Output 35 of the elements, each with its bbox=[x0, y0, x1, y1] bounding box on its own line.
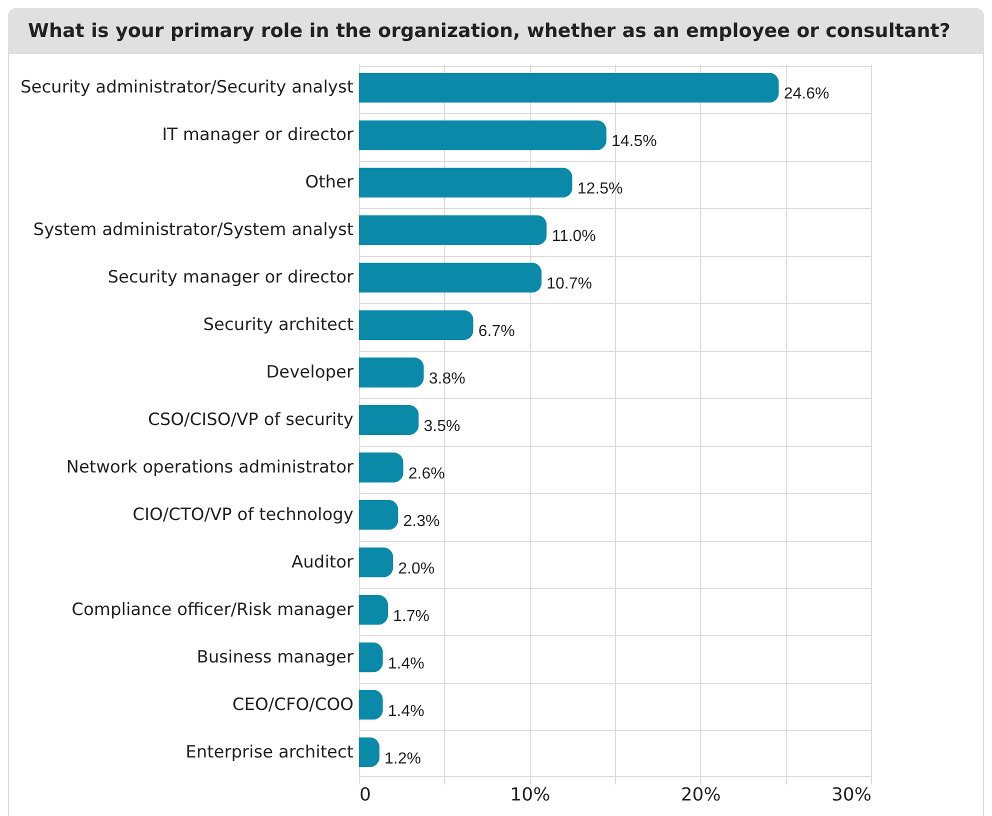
x-tick-label: 30% bbox=[831, 784, 872, 806]
y-tick-label: Security administrator/Security analyst bbox=[20, 78, 354, 98]
data-label: 1.4% bbox=[388, 702, 424, 720]
data-label: 10.7% bbox=[546, 276, 592, 293]
data-label: 12.5% bbox=[577, 180, 623, 198]
data-label: 1.4% bbox=[388, 655, 424, 672]
data-label: 3.8% bbox=[428, 370, 466, 388]
y-tick-label: Other bbox=[305, 172, 354, 193]
data-label: 1.7% bbox=[393, 608, 430, 625]
data-label: 11.0% bbox=[552, 228, 596, 246]
data-label: 24.6% bbox=[784, 86, 830, 103]
data-label: 6.7% bbox=[478, 323, 515, 340]
y-tick-label: Developer bbox=[266, 362, 354, 383]
y-tick-label: Enterprise architect bbox=[186, 742, 354, 762]
data-label: 2.0% bbox=[398, 560, 435, 578]
y-tick-label: Security manager or director bbox=[108, 268, 354, 288]
data-label: 2.3% bbox=[403, 512, 440, 530]
y-tick-label: Network operations administrator bbox=[66, 457, 354, 478]
data-label: 2.6% bbox=[408, 465, 445, 482]
data-label: 3.5% bbox=[424, 418, 460, 435]
chart-title: What is your primary role in the organization, whether as an employee or consultant? bbox=[8, 8, 984, 54]
y-tick-label: Auditor bbox=[292, 552, 354, 572]
x-tick-label: 10% bbox=[510, 784, 550, 806]
data-label: 14.5% bbox=[611, 133, 657, 150]
y-tick-label: CIO/CTO/VP of technology bbox=[132, 504, 354, 525]
y-tick-label: Compliance officer/Risk manager bbox=[72, 600, 354, 620]
x-tick-label: 20% bbox=[680, 784, 721, 806]
y-tick-label: IT manager or director bbox=[162, 125, 354, 146]
y-tick-label: Business manager bbox=[196, 647, 354, 668]
y-tick-label: CEO/CFO/COO bbox=[232, 694, 354, 715]
y-tick-label: CSO/CISO/VP of security bbox=[148, 410, 354, 430]
y-tick-label: Security architect bbox=[203, 315, 354, 336]
data-label: 1.2% bbox=[384, 750, 421, 768]
x-tick-label: 0 bbox=[360, 784, 371, 806]
y-tick-label: System administrator/System analyst bbox=[33, 220, 354, 240]
